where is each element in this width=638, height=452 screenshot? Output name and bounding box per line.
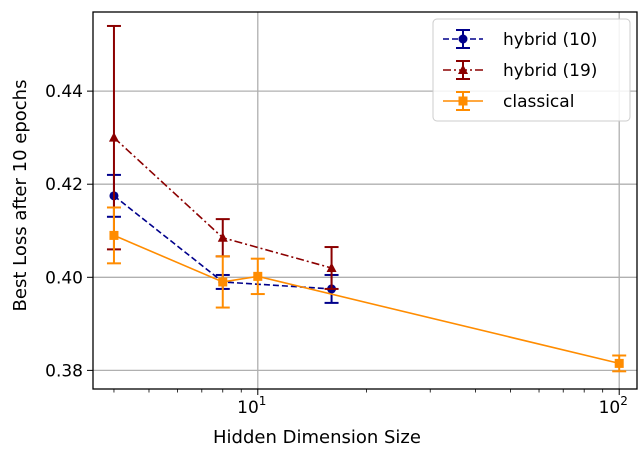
data-point <box>218 277 228 287</box>
legend-box <box>432 18 631 122</box>
data-point <box>326 262 337 272</box>
x-axis-ticks: 101 102 <box>113 389 628 418</box>
legend-label: classical <box>503 92 574 112</box>
legend-item: hybrid (19) <box>443 60 597 81</box>
data-point <box>217 232 228 242</box>
x-tick-base: 10 <box>599 398 621 418</box>
y-tick-label: 0.40 <box>45 268 83 288</box>
x-axis-label: Hidden Dimension Size <box>213 427 421 448</box>
data-point <box>458 34 468 44</box>
data-point <box>458 96 468 106</box>
data-point <box>458 64 468 74</box>
data-point <box>253 271 263 281</box>
series-hybrid-19 <box>106 24 339 290</box>
legend-label: hybrid (19) <box>503 61 597 81</box>
y-tick-label: 0.44 <box>45 82 83 102</box>
plot-frame <box>92 11 638 390</box>
x-tick-exponent: 1 <box>259 394 267 408</box>
series-layer <box>106 24 627 373</box>
legend-label: hybrid (10) <box>503 30 597 50</box>
legend-item: hybrid (10) <box>443 29 597 50</box>
series-classical <box>106 206 627 373</box>
data-point <box>109 230 119 240</box>
legend: hybrid (10) hybrid (19) classical <box>432 18 631 122</box>
x-tick-label: 102 <box>599 394 628 418</box>
legend-item: classical <box>443 91 574 112</box>
y-axis-label: Best Loss after 10 epochs <box>10 80 31 312</box>
data-point <box>108 132 119 142</box>
y-axis-ticks: 0.38 0.40 0.42 0.44 <box>45 82 93 381</box>
y-tick-label: 0.38 <box>45 361 83 381</box>
y-tick-label: 0.42 <box>45 175 83 195</box>
data-point <box>614 358 624 368</box>
x-tick-base: 10 <box>237 398 259 418</box>
x-tick-exponent: 2 <box>620 394 628 408</box>
x-tick-label: 101 <box>237 394 266 418</box>
series-line <box>113 234 620 365</box>
